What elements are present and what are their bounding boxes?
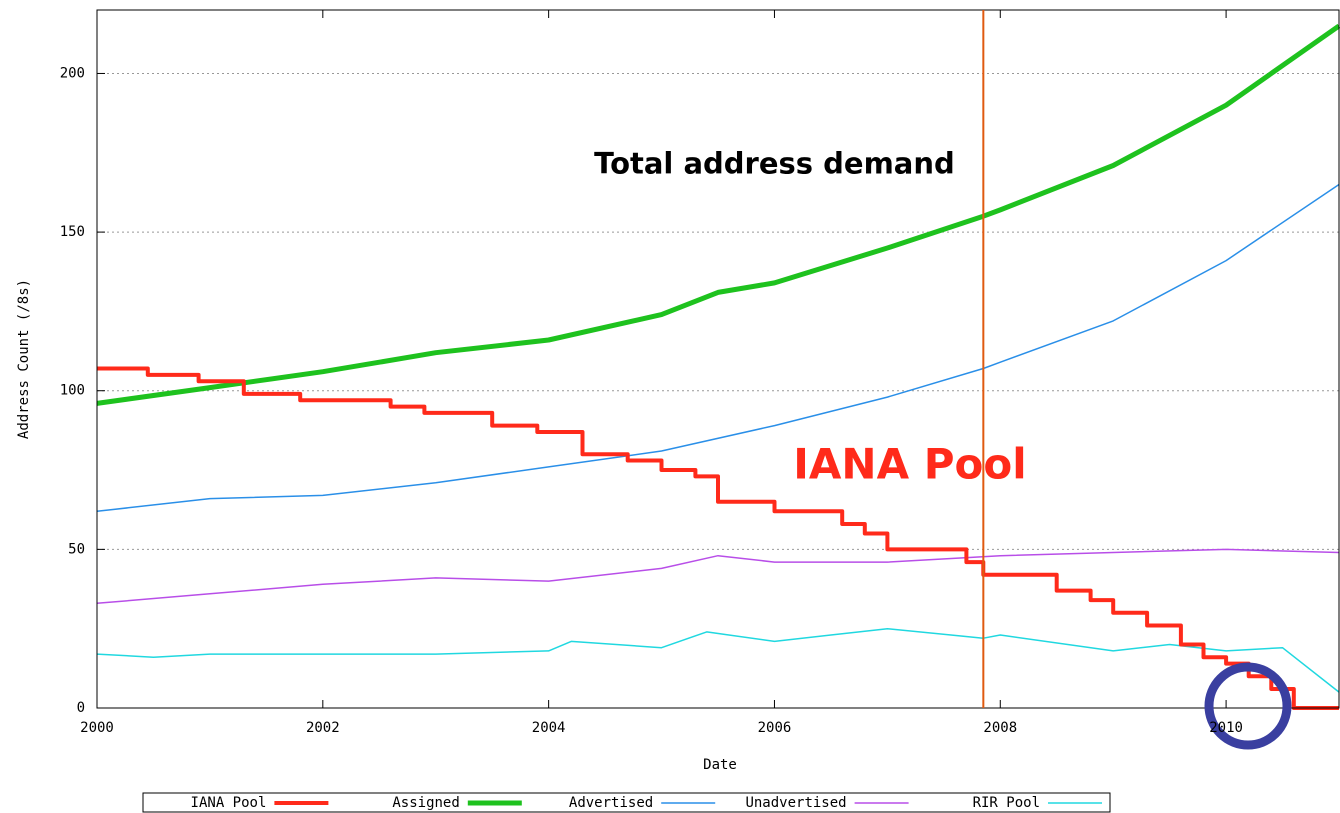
series-line xyxy=(96,548,1340,605)
annotation: Total address demand xyxy=(594,146,955,180)
annotation: IANA Pool xyxy=(793,439,1026,488)
highlight-circle xyxy=(1204,662,1292,750)
y-tick-label: 150 xyxy=(60,224,85,240)
x-tick-label: 2000 xyxy=(80,720,114,736)
series-line xyxy=(96,627,1340,693)
y-axis-label: Address Count (/8s) xyxy=(16,279,32,439)
y-tick-label: 100 xyxy=(60,383,85,399)
legend-label: IANA Pool xyxy=(191,795,267,811)
x-tick-label: 2002 xyxy=(306,720,340,736)
y-tick-label: 50 xyxy=(68,541,85,557)
legend xyxy=(142,792,1111,813)
lines xyxy=(96,23,1340,710)
x-tick-label: 2010 xyxy=(1209,720,1243,736)
legend-label: Assigned xyxy=(392,795,459,811)
x-tick-label: 2008 xyxy=(983,720,1017,736)
series-line xyxy=(96,183,1340,513)
legend-label: RIR Pool xyxy=(973,795,1040,811)
legend-label: Advertised xyxy=(569,795,653,811)
x-axis-label: Date xyxy=(703,757,737,773)
series-line xyxy=(97,366,1339,710)
series-line xyxy=(96,23,1340,406)
x-tick-label: 2004 xyxy=(532,720,566,736)
plot-frame xyxy=(96,9,1340,709)
y-tick-label: 200 xyxy=(60,65,85,81)
y-tick-label: 0 xyxy=(77,700,85,716)
x-tick-label: 2006 xyxy=(758,720,792,736)
legend-label: Unadvertised xyxy=(745,795,846,811)
